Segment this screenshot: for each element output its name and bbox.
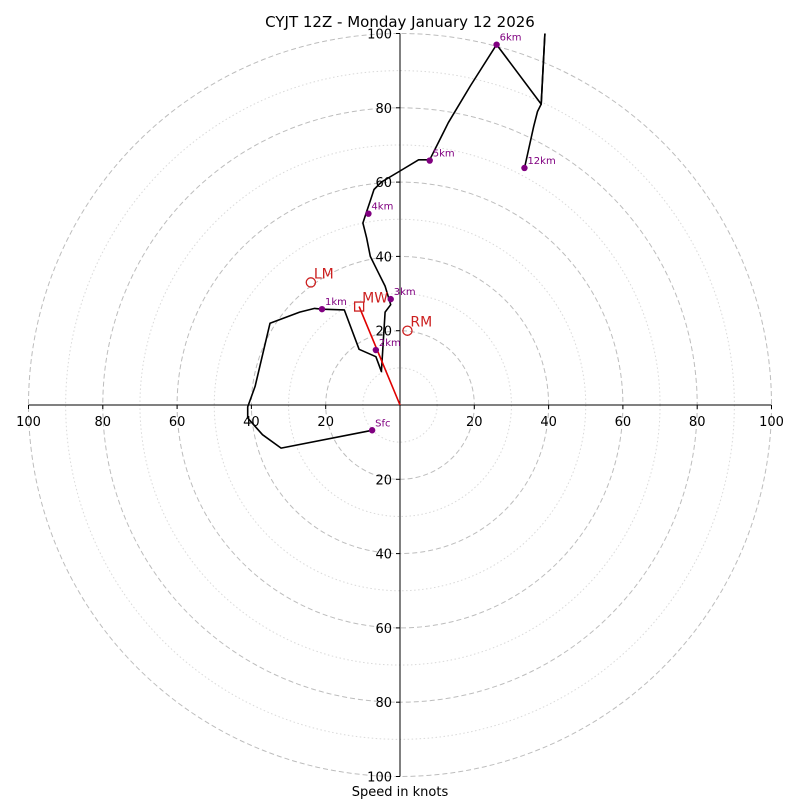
height-markers: Sfc 1km 2km 3km 4km 5km 6km 12km (318, 33, 556, 434)
height-marker-label: 12km (527, 156, 555, 167)
x-tick-label: 100 (759, 415, 784, 430)
x-tick-label: 80 (689, 415, 706, 430)
x-tick-label: 60 (615, 415, 632, 430)
x-axis-label: Speed in knots (352, 785, 449, 800)
shear-vector-line (358, 306, 401, 406)
storm-motion-markers: RM LM MW (305, 266, 432, 336)
hodograph-series (246, 33, 546, 449)
y-tick-label: 80 (375, 696, 392, 711)
y-tick-label: 60 (375, 176, 392, 191)
y-tick-label: 40 (375, 250, 392, 265)
x-tick-label: 60 (169, 415, 186, 430)
height-marker-dot (318, 305, 326, 313)
mean-wind-marker (353, 301, 365, 312)
x-tick-label: 40 (540, 415, 557, 430)
hodograph-line (246, 33, 546, 449)
storm-motion-marker (402, 325, 413, 336)
height-marker-dot (387, 295, 394, 303)
x-tick-label: 100 (16, 415, 41, 430)
height-marker-dot (493, 41, 500, 48)
x-tick-label: 20 (317, 415, 334, 430)
y-tick-label: 100 (367, 28, 392, 43)
height-marker-dot (365, 210, 372, 217)
height-marker-dot (426, 157, 433, 164)
storm-motion-label: RM (410, 315, 432, 331)
y-tick-label: 60 (375, 622, 392, 637)
height-marker-label: Sfc (375, 418, 390, 429)
chart-title: CYJT 12Z - Monday January 12 2026 (265, 13, 535, 31)
tick-labels: 100 80 60 40 20 20 40 60 80 100100806040202040608… (16, 28, 784, 786)
storm-motion-marker (305, 277, 317, 288)
y-tick-label: 20 (375, 473, 392, 488)
height-marker-label: 3km (394, 287, 416, 298)
y-tick-label: 80 (375, 102, 392, 117)
y-tick-label: 40 (375, 548, 392, 563)
x-tick-label: 20 (466, 415, 483, 430)
height-marker-label: 4km (371, 202, 393, 213)
storm-motion-label: LM (314, 266, 334, 282)
height-marker-label: 2km (379, 338, 401, 349)
y-tick-label: 100 (367, 771, 392, 786)
storm-motion-label: MW (362, 291, 388, 307)
height-marker-dot (372, 346, 380, 354)
height-marker-dot (521, 164, 528, 172)
height-marker-label: 5km (433, 149, 455, 160)
height-marker-label: 1km (325, 297, 347, 308)
height-marker-label: 6km (500, 33, 522, 44)
x-tick-label: 80 (95, 415, 112, 430)
height-marker-dot (368, 427, 376, 434)
hodograph-upper-line (523, 33, 546, 169)
